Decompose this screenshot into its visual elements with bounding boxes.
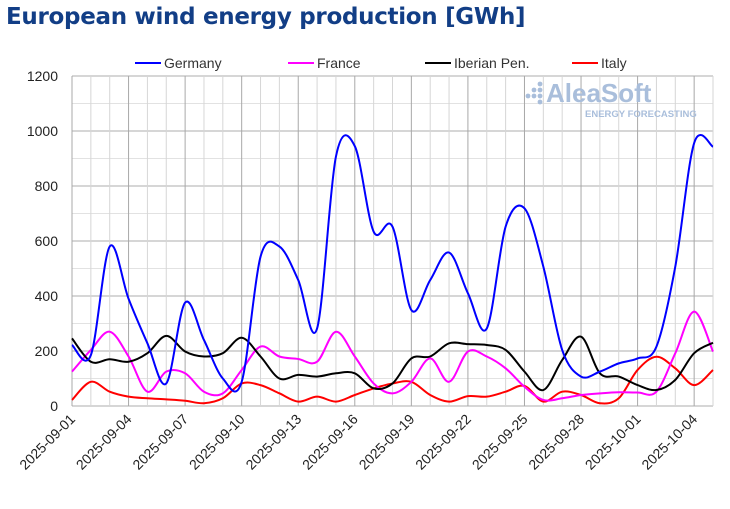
legend-label: France <box>317 55 361 71</box>
watermark-brand: AleaSoft <box>546 78 652 108</box>
x-tick-label: 2025-09-19 <box>356 411 418 473</box>
legend-label: Iberian Pen. <box>454 55 530 71</box>
x-tick-label: 2025-09-16 <box>299 411 361 473</box>
y-tick-label: 1200 <box>27 68 58 84</box>
y-tick-label: 1000 <box>27 123 58 139</box>
x-tick-label: 2025-09-22 <box>412 411 474 473</box>
x-tick-label: 2025-09-28 <box>525 411 587 473</box>
logo-dot-icon <box>531 93 537 99</box>
y-tick-label: 200 <box>35 343 59 359</box>
series-line-germany <box>71 134 714 393</box>
x-tick-label: 2025-09-01 <box>16 411 78 473</box>
y-tick-label: 0 <box>50 398 58 414</box>
series-line-iberian-pen <box>71 334 714 392</box>
x-tick-label: 2025-09-13 <box>242 411 304 473</box>
y-tick-label: 600 <box>35 233 59 249</box>
x-tick-label: 2025-09-07 <box>129 411 191 473</box>
chart-title: European wind energy production [GWh] <box>6 4 526 30</box>
logo-dot-icon <box>537 81 543 87</box>
x-tick-label: 2025-09-04 <box>73 411 135 473</box>
series-line-france <box>71 310 714 402</box>
logo-dot-icon <box>537 93 543 99</box>
logo-dot-icon <box>525 93 531 99</box>
logo-dot-icon <box>531 87 537 93</box>
logo-dot-icon <box>537 99 543 105</box>
watermark-tagline: ENERGY FORECASTING <box>585 109 697 120</box>
x-tick-label: 2025-09-10 <box>186 411 248 473</box>
y-tick-label: 800 <box>35 178 59 194</box>
x-tick-label: 2025-10-01 <box>582 411 644 473</box>
x-tick-label: 2025-09-25 <box>469 411 531 473</box>
logo-dot-icon <box>537 87 543 93</box>
legend-label: Italy <box>601 55 627 71</box>
y-tick-label: 400 <box>35 288 59 304</box>
x-tick-label: 2025-10-04 <box>638 411 700 473</box>
legend-label: Germany <box>164 55 222 71</box>
